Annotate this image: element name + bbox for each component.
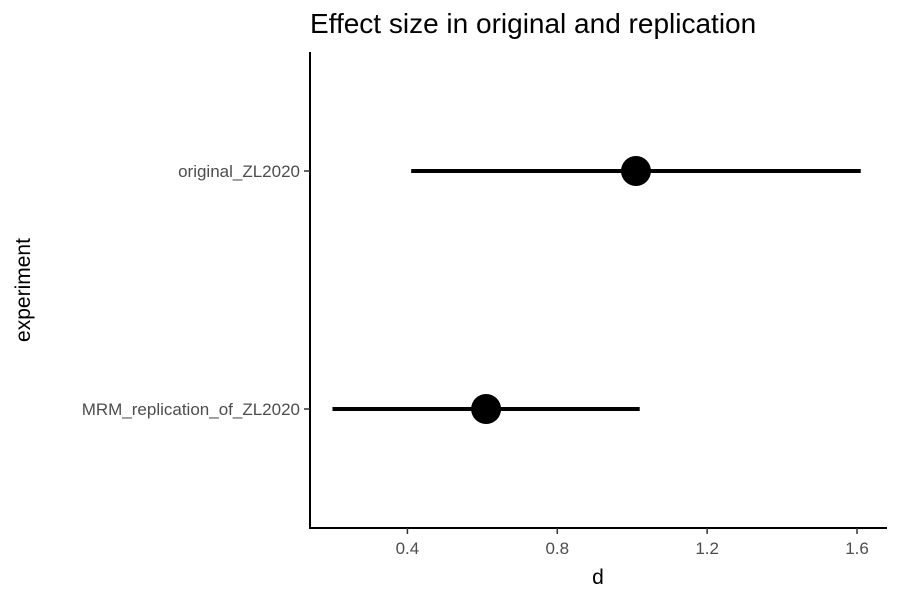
x-axis-title: d: [592, 566, 604, 589]
y-axis-title: experiment: [12, 238, 35, 342]
data-point: [471, 394, 502, 424]
data-marks: [332, 156, 861, 424]
x-tick-label: 1.6: [845, 539, 869, 558]
y-tick-label: original_ZL2020: [178, 162, 300, 181]
x-axis-ticks: 0.4 0.8 1.2 1.6: [396, 528, 869, 558]
y-tick-label: MRM_replication_of_ZL2020: [82, 400, 300, 419]
chart-title: Effect size in original and replication: [310, 8, 756, 39]
x-tick-label: 1.2: [695, 539, 719, 558]
data-point: [620, 156, 651, 186]
y-axis-ticks: original_ZL2020 MRM_replication_of_ZL2020: [82, 162, 310, 419]
x-tick-label: 0.4: [396, 539, 420, 558]
x-tick-label: 0.8: [545, 539, 569, 558]
